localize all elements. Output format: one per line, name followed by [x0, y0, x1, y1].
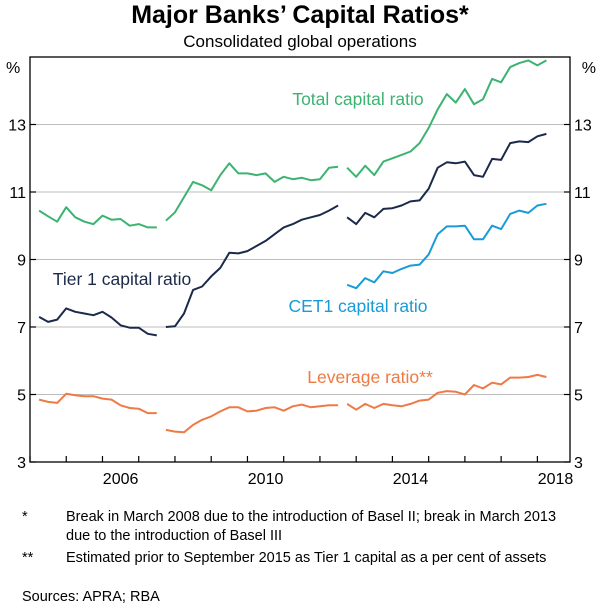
chart-subtitle: Consolidated global operations — [183, 32, 417, 51]
series-labels: Total capital ratio Tier 1 capital ratio C… — [53, 89, 433, 387]
y-tick-label-right: 3 — [574, 455, 583, 472]
series-line-total — [165, 162, 339, 222]
y-tick-label-left: 5 — [17, 388, 26, 405]
y-tick-label-left: 13 — [8, 118, 26, 135]
chart-title: Major Banks’ Capital Ratios* — [131, 1, 469, 29]
series-lines — [38, 59, 547, 434]
series-line-total — [346, 59, 547, 178]
x-tick-label: 2010 — [248, 471, 284, 488]
x-tick-label: 2014 — [393, 471, 429, 488]
gridlines — [30, 124, 570, 395]
series-line-leverage — [38, 392, 157, 415]
series-label-total: Total capital ratio — [292, 89, 423, 109]
series-line-leverage — [346, 373, 547, 411]
x-tick-label: 2006 — [103, 471, 139, 488]
y-tick-label-right: 7 — [574, 320, 583, 337]
series-line-tier1 — [346, 132, 547, 226]
series-line-tier1 — [165, 204, 339, 328]
footnote-1-text: Break in March 2008 due to the introduct… — [66, 509, 557, 544]
y-tick-label-left: 3 — [17, 455, 26, 472]
series-line-cet1 — [346, 202, 547, 290]
y-tick-label-left: 9 — [17, 253, 26, 270]
y-tick-label-right: 11 — [574, 185, 591, 202]
tick-marks — [29, 123, 570, 463]
x-tick-label: 2018 — [538, 471, 574, 488]
y-tick-label-right: 5 — [574, 388, 583, 405]
series-line-tier1 — [38, 307, 157, 337]
series-label-tier1: Tier 1 capital ratio — [53, 269, 191, 289]
y-unit-right: % — [582, 60, 596, 77]
source-note: Sources: APRA; RBA — [22, 589, 160, 605]
x-axis-labels: 2006 2010 2014 2018 — [103, 471, 574, 488]
y-tick-label-right: 13 — [574, 118, 592, 135]
series-line-leverage — [165, 403, 339, 434]
series-line-total — [38, 206, 157, 229]
footnote-1-mark: * — [22, 509, 28, 525]
footnote-2-mark: ** — [22, 550, 34, 566]
series-label-leverage: Leverage ratio** — [307, 367, 433, 387]
y-unit-left: % — [6, 60, 20, 77]
series-label-cet1: CET1 capital ratio — [288, 296, 427, 316]
y-tick-label-right: 9 — [574, 253, 583, 270]
footnote-2-text: Estimated prior to September 2015 as Tie… — [66, 550, 547, 566]
y-axis-labels: 3 3 5 5 7 7 9 9 11 11 13 13 — [8, 118, 592, 473]
y-tick-label-left: 7 — [17, 320, 26, 337]
y-tick-label-left: 11 — [9, 185, 26, 202]
